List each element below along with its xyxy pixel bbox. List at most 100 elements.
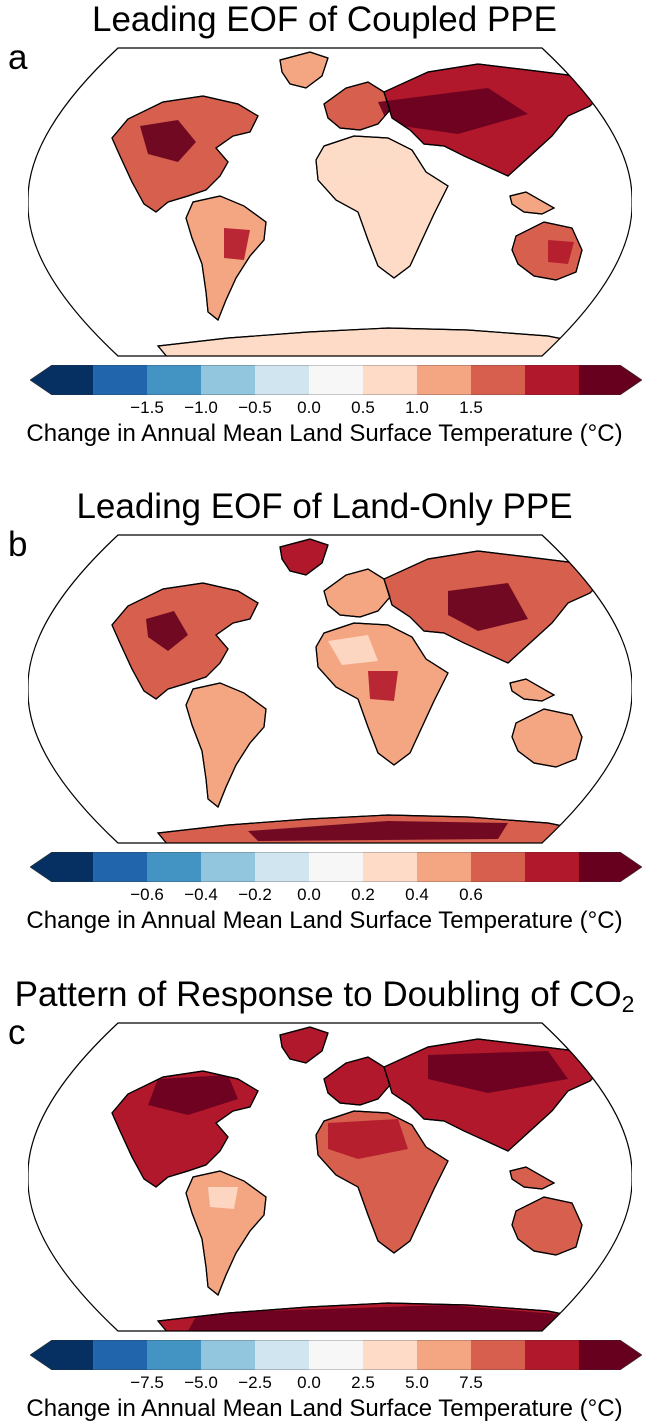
colorbar-tick-label: 0.0 xyxy=(297,398,321,417)
land-namerica xyxy=(111,582,259,700)
world-map xyxy=(28,531,632,847)
coastline xyxy=(509,191,556,215)
colorbar-segment xyxy=(52,365,94,395)
colorbar-segment xyxy=(309,852,364,882)
colorbar-segment xyxy=(201,852,256,882)
coastline xyxy=(383,63,608,177)
colorbar-segment xyxy=(147,365,202,395)
panel-title: Leading EOF of Land-Only PPE xyxy=(76,487,573,526)
anomaly-patch xyxy=(548,240,574,264)
colorbar-segment xyxy=(52,1340,94,1370)
colorbar-segment xyxy=(93,852,148,882)
colorbar-segment xyxy=(255,852,310,882)
panel-letter: a xyxy=(8,38,28,77)
anomaly-patch xyxy=(146,611,188,651)
colorbar-tick-label: −0.5 xyxy=(238,398,272,417)
land-antarctica xyxy=(156,327,590,356)
panel-title: Pattern of Response to Doubling of CO2 xyxy=(14,975,635,1017)
panel-a: Leading EOF of Coupled PPE a −1.5 −1.0 −0.… xyxy=(0,0,649,460)
colorbar-tick-label: −1.5 xyxy=(130,398,164,417)
colorbar-tick-label: 1.0 xyxy=(405,398,429,417)
colorbar-label: Change in Annual Mean Land Surface Tempe… xyxy=(26,1395,623,1422)
colorbar-segment xyxy=(362,1340,418,1370)
colorbar-extend-high xyxy=(620,1340,642,1370)
coastline xyxy=(511,708,583,768)
anomaly-patch xyxy=(378,88,528,134)
colorbar-tick-label: 0.6 xyxy=(459,885,483,904)
anomaly-patch xyxy=(368,671,398,701)
colorbar-segment xyxy=(309,365,364,395)
colorbar-label: Change in Annual Mean Land Surface Tempe… xyxy=(26,907,623,934)
colorbar-segment xyxy=(470,1340,526,1370)
colorbar-tick-label: 2.5 xyxy=(351,1373,375,1392)
colorbar-extend-low xyxy=(30,365,52,395)
land-greenland xyxy=(279,538,329,576)
anomaly-patch xyxy=(188,1305,568,1331)
coastline xyxy=(383,550,608,664)
colorbar-tick-label: 0.5 xyxy=(351,398,375,417)
colorbar-tick-label: −0.2 xyxy=(238,885,272,904)
colorbar-segment xyxy=(255,365,310,395)
land-greenland xyxy=(279,1026,329,1064)
colorbar-segment xyxy=(93,1340,148,1370)
colorbar-segment xyxy=(470,852,526,882)
coastline xyxy=(111,1070,259,1188)
colorbar-tick-label: 0.2 xyxy=(351,885,375,904)
coastline xyxy=(315,622,449,766)
colorbar-ticks: −0.6 −0.4 −0.2 0.0 0.2 0.4 0.6 xyxy=(30,885,642,907)
anomaly-patch xyxy=(248,821,508,841)
colorbar-tick-label: −2.5 xyxy=(238,1373,272,1392)
colorbar-segment xyxy=(416,1340,472,1370)
colorbar-segment xyxy=(416,365,472,395)
anomaly-patch xyxy=(328,635,378,665)
colorbar xyxy=(29,851,643,883)
globe-outline xyxy=(28,47,632,357)
anomaly-patch xyxy=(208,1187,238,1209)
colorbar-tick-label: 5.0 xyxy=(405,1373,429,1392)
globe-outline xyxy=(28,1022,632,1332)
colorbar-tick-label: −0.4 xyxy=(184,885,218,904)
coastline xyxy=(279,51,329,89)
panel-letter: b xyxy=(8,525,28,564)
world-map xyxy=(28,1019,632,1335)
colorbar-segment xyxy=(147,1340,202,1370)
coastline xyxy=(315,135,449,279)
colorbar-tick-label: −0.6 xyxy=(130,885,164,904)
coastline xyxy=(383,1038,608,1152)
anomaly-patch xyxy=(428,1051,568,1093)
coastline xyxy=(111,95,259,213)
colorbar-extend-low xyxy=(30,852,52,882)
colorbar-label: Change in Annual Mean Land Surface Tempe… xyxy=(26,420,623,447)
panel-b: Leading EOF of Land-Only PPE b −0.6 −0.4 −… xyxy=(0,487,649,947)
coastline xyxy=(185,1170,267,1296)
colorbar-tick-label: 7.5 xyxy=(459,1373,483,1392)
coastline xyxy=(156,814,590,843)
colorbar-tick-label: 0.0 xyxy=(297,885,321,904)
anomaly-patch xyxy=(148,1075,238,1115)
colorbar-extend-high xyxy=(620,365,642,395)
colorbar-segment xyxy=(93,365,148,395)
colorbar-segment xyxy=(524,852,580,882)
colorbar-segment xyxy=(578,852,620,882)
colorbar xyxy=(29,364,643,396)
coastline xyxy=(511,221,583,281)
colorbar-tick-label: −1.0 xyxy=(184,398,218,417)
colorbar-segment xyxy=(147,852,202,882)
colorbar-extend-low xyxy=(30,1340,52,1370)
colorbar-extend-high xyxy=(620,852,642,882)
anomaly-patch xyxy=(328,1119,408,1159)
colorbar-segment xyxy=(255,1340,310,1370)
anomaly-patch xyxy=(448,583,528,631)
colorbar-ticks: −1.5 −1.0 −0.5 0.0 0.5 1.0 1.5 xyxy=(30,398,642,420)
coastline xyxy=(279,1026,329,1064)
colorbar-ticks: −7.5 −5.0 −2.5 0.0 2.5 5.0 7.5 xyxy=(30,1373,642,1395)
panel-title: Leading EOF of Coupled PPE xyxy=(91,0,557,39)
anomaly-patch xyxy=(328,142,408,174)
colorbar-segment xyxy=(524,1340,580,1370)
coastline xyxy=(185,195,267,321)
globe-outline xyxy=(28,534,632,844)
coastline xyxy=(511,1196,583,1256)
colorbar-segment xyxy=(362,852,418,882)
colorbar-tick-label: −7.5 xyxy=(130,1373,164,1392)
colorbar-segment xyxy=(416,852,472,882)
